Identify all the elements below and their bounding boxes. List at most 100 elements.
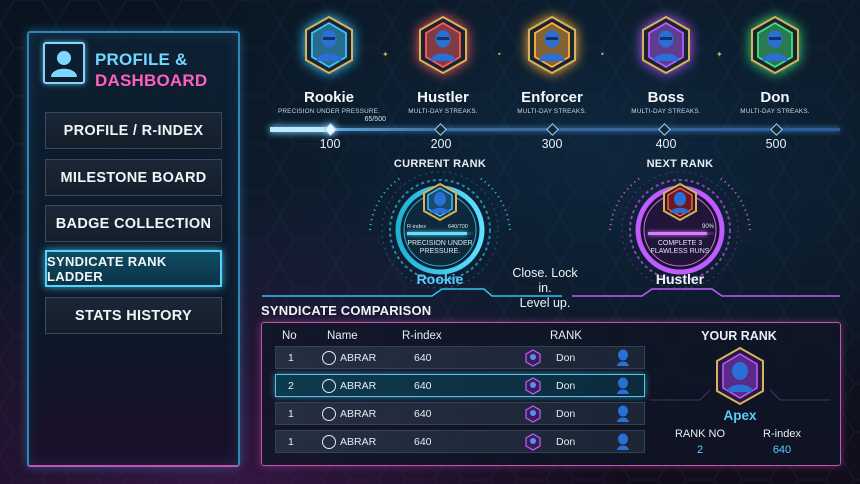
row-rank: Don <box>556 352 576 364</box>
your-rank-rindex-label: R-index <box>763 428 801 440</box>
nav-syndicate-rank-ladder[interactable]: SYNDICATE RANK LADDER <box>45 250 222 287</box>
your-rank-no-label: RANK NO <box>674 428 726 440</box>
your-rank-no-value: 2 <box>696 444 704 456</box>
rank-badge-hustler-icon <box>419 15 467 75</box>
rank-badge-rookie-icon <box>305 15 353 75</box>
quote-line1: Close. Lock in. <box>512 266 578 295</box>
next-rank-percent: 90% <box>702 224 715 230</box>
row-name: ABRAR <box>340 436 377 448</box>
current-rindex-label: R-index <box>407 224 426 230</box>
threshold-label: 400 <box>655 137 677 151</box>
rank-name-enforcer: Enforcer <box>521 89 583 106</box>
table-row[interactable]: 1 ABRAR 640 Don <box>275 430 645 453</box>
player-avatar-icon <box>322 351 336 365</box>
row-no: 2 <box>288 380 294 392</box>
rank-desc-enforcer: MULTI-DAY STREAKS. <box>517 108 587 115</box>
rank-badge-enforcer-icon <box>528 15 576 75</box>
sparkle-icon: • <box>600 50 605 59</box>
user-icon <box>51 51 77 77</box>
player-avatar-icon <box>322 407 336 421</box>
sidebar-title-line2: DASHBOARD <box>95 71 208 90</box>
your-rank-name: Apex <box>723 408 757 423</box>
player-figure-icon <box>617 433 629 450</box>
avatar[interactable] <box>43 42 85 84</box>
rank-badge-icon <box>525 433 541 451</box>
row-rank: Don <box>556 408 576 420</box>
current-rindex-bar-fill <box>407 232 468 235</box>
nav-milestone-board[interactable]: MILESTONE BOARD <box>45 159 222 196</box>
apex-badge-icon <box>716 346 764 406</box>
nav-stats-history[interactable]: STATS HISTORY <box>45 297 222 334</box>
row-rindex: 640 <box>414 380 432 392</box>
current-rank-desc: PRECISION UNDER PRESSURE. <box>400 240 480 256</box>
your-rank-rindex-value: 640 <box>772 444 792 456</box>
sparkle-icon: • <box>497 50 502 59</box>
rookie-badge-icon <box>423 182 457 222</box>
row-name: ABRAR <box>340 408 377 420</box>
table-row-highlighted[interactable]: 2 ABRAR 640 Don <box>275 374 645 397</box>
player-figure-icon <box>617 349 629 366</box>
rank-badge-boss-icon <box>642 15 690 75</box>
sparkle-icon: ✦ <box>382 50 389 59</box>
col-header-no: No <box>282 330 297 342</box>
threshold-label: 300 <box>541 137 563 151</box>
col-header-rindex: R-index <box>402 330 442 342</box>
current-rank-label: CURRENT RANK <box>393 158 487 170</box>
next-rank-desc: COMPLETE 3 FLAWLESS RUNS <box>640 240 720 256</box>
rank-name-boss: Boss <box>647 89 685 106</box>
row-no: 1 <box>288 352 294 364</box>
player-avatar-icon <box>322 435 336 449</box>
next-rank-label: NEXT RANK <box>646 158 714 170</box>
rank-badge-icon <box>525 405 541 423</box>
table-row[interactable]: 1 ABRAR 640 Don <box>275 346 645 369</box>
quote-line2: Level up. <box>519 296 571 310</box>
player-figure-icon <box>617 405 629 422</box>
threshold-label: 500 <box>765 137 787 151</box>
rank-badge-icon <box>525 377 541 395</box>
your-rank-title: YOUR RANK <box>701 329 777 343</box>
current-rindex-bar <box>407 232 473 235</box>
rank-desc-hustler: MULTI-DAY STREAKS. <box>408 108 478 115</box>
rank-connector-lines <box>262 288 840 297</box>
row-rank: Don <box>556 436 576 448</box>
player-figure-icon <box>617 377 629 394</box>
row-no: 1 <box>288 436 294 448</box>
row-no: 1 <box>288 408 294 420</box>
threshold-label: 200 <box>430 137 452 151</box>
hustler-badge-icon <box>663 182 697 222</box>
row-name: ABRAR <box>340 352 377 364</box>
row-rindex: 640 <box>414 352 432 364</box>
sidebar-title: PROFILE & DASHBOARD <box>95 49 235 91</box>
current-rindex-value: 640/700 <box>448 224 468 230</box>
row-rank: Don <box>556 380 576 392</box>
rank-name-hustler: Hustler <box>417 89 469 106</box>
rank-track-progress <box>270 127 330 132</box>
player-avatar-icon <box>322 379 336 393</box>
rank-badge-don-icon <box>751 15 799 75</box>
table-row[interactable]: 1 ABRAR 640 Don <box>275 402 645 425</box>
rank-desc-rookie: PRECISION UNDER PRESSURE. <box>278 108 380 115</box>
sparkle-icon: ✦ <box>716 50 723 59</box>
nav-profile-rindex[interactable]: PROFILE / R-INDEX <box>45 112 222 149</box>
current-rank-desc-line2: PRESSURE. <box>419 248 461 255</box>
row-name: ABRAR <box>340 380 377 392</box>
rank-name-rookie: Rookie <box>303 89 354 106</box>
next-rank-desc-line2: FLAWLESS RUNS <box>650 248 710 255</box>
your-rank-glow-lines <box>650 389 830 401</box>
next-rank-bar <box>648 232 714 235</box>
rank-desc-boss: MULTI-DAY STREAKS. <box>631 108 701 115</box>
motivational-quote: Close. Lock in. Level up. <box>505 266 585 311</box>
nav-badge-collection[interactable]: BADGE COLLECTION <box>45 205 222 242</box>
threshold-label: 100 <box>319 137 341 151</box>
current-rank-name: Rookie <box>416 271 464 287</box>
sidebar-panel <box>27 31 240 467</box>
col-header-name: Name <box>327 330 358 342</box>
rank-desc-don: MULTI-DAY STREAKS. <box>740 108 810 115</box>
next-rank-desc-line1: COMPLETE 3 <box>657 240 703 247</box>
row-rindex: 640 <box>414 408 432 420</box>
current-rank-desc-line1: PRECISION UNDER <box>407 240 473 247</box>
next-rank-bar-fill <box>648 232 708 235</box>
ladder-progress-text: 65/500 <box>364 116 386 123</box>
rank-badge-icon <box>525 349 541 367</box>
row-rindex: 640 <box>414 436 432 448</box>
